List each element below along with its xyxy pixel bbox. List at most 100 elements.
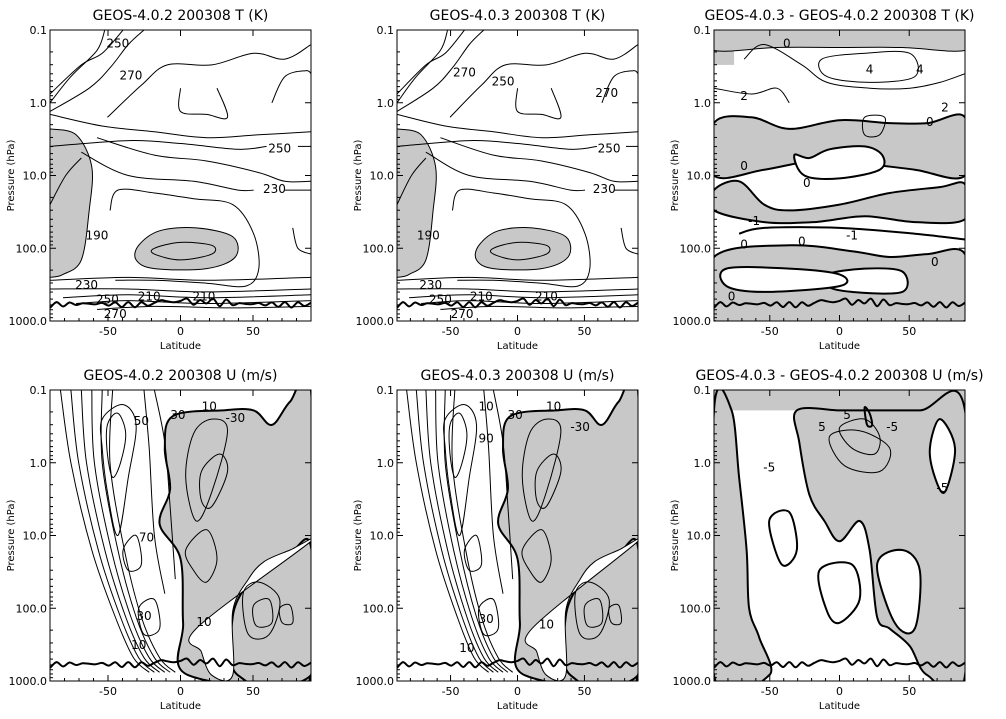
contour-line	[199, 453, 229, 509]
x-tick-label: -50	[99, 325, 117, 338]
contour-line	[521, 529, 552, 583]
contour-field: 50 30 10 -30 70 30 10 10	[50, 390, 311, 681]
x-tick-label: -50	[761, 325, 779, 338]
shaded-region	[474, 227, 572, 271]
y-tick-label: 1000.0	[356, 315, 395, 328]
contour-line	[50, 30, 145, 112]
x-tick-label: 0	[177, 325, 184, 338]
contour-line	[449, 44, 638, 118]
contour-label: 210	[193, 290, 216, 304]
contour-line	[409, 294, 638, 299]
contour-label: 0	[926, 115, 934, 129]
panel-title: GEOS-4.0.3 - GEOS-4.0.2 200308 T (K)	[705, 8, 975, 24]
contour-line	[50, 30, 124, 95]
x-axis-label: Latitude	[497, 341, 538, 352]
y-axis-label: Pressure (hPa)	[670, 140, 681, 212]
y-tick-label: 10.0	[23, 530, 48, 543]
contour-line	[793, 145, 886, 180]
contour-label: 0	[798, 234, 806, 248]
contour-line	[397, 288, 638, 293]
contour-label: 30	[479, 612, 494, 626]
contour-label: 230	[419, 278, 442, 292]
contour-label: 10	[459, 641, 474, 655]
contour-line	[714, 657, 965, 669]
y-tick-label: 0.1	[694, 384, 712, 397]
panel-title: GEOS-4.0.2 200308 T (K)	[93, 8, 269, 24]
contour-line	[81, 151, 254, 192]
contour-line	[397, 157, 427, 205]
y-axis-label: Pressure (hPa)	[353, 500, 364, 572]
contour-label: 5	[843, 408, 851, 422]
contour-line	[435, 390, 504, 673]
contour-label: 2	[740, 89, 748, 103]
x-tick-label: 50	[577, 325, 591, 338]
y-tick-label: 1000.0	[9, 675, 48, 688]
y-tick-label: 10.0	[370, 170, 395, 183]
contour-label: 30	[170, 408, 185, 422]
contour-line	[463, 534, 483, 572]
contour-line	[50, 276, 311, 281]
contour-line	[150, 241, 217, 261]
contour-line	[122, 534, 143, 572]
contour-line	[96, 137, 311, 183]
contour-line	[278, 603, 294, 626]
contour-line	[91, 390, 166, 673]
contour-label: 0	[783, 37, 791, 51]
contour-line	[178, 88, 229, 120]
contour-line	[397, 276, 638, 281]
contour-label: 270	[104, 307, 127, 321]
contour-label: 270	[119, 69, 142, 83]
contour-line	[521, 418, 562, 522]
contour-line	[425, 390, 499, 673]
contour-label: 10	[539, 618, 554, 632]
contour-label: 2	[941, 101, 949, 115]
y-tick-label: 100.0	[680, 602, 712, 615]
x-axis-label: Latitude	[160, 701, 201, 712]
contour-line	[583, 598, 604, 628]
contour-line	[59, 390, 150, 673]
contour-line	[99, 404, 137, 537]
contour-line	[50, 140, 267, 150]
contour-label: 10	[479, 399, 494, 413]
x-tick-label: 0	[836, 685, 843, 698]
contour-label: -1	[846, 229, 858, 243]
x-tick-label: 0	[177, 685, 184, 698]
y-tick-label: 1000.0	[673, 315, 712, 328]
contour-field: 10 30 90 10 -30 30 10 10	[397, 390, 638, 681]
contour-label: 90	[479, 431, 494, 445]
contour-line	[489, 241, 551, 261]
contour-label: 30	[136, 609, 151, 623]
shaded-region	[50, 128, 94, 278]
contour-label: -5	[886, 420, 898, 434]
panel-title: GEOS-4.0.3 - GEOS-4.0.2 200308 U (m/s)	[695, 368, 983, 384]
contour-line	[143, 390, 166, 594]
contour-line	[100, 390, 171, 673]
contour-line	[838, 418, 881, 456]
contour-label: 250	[429, 293, 452, 307]
contour-label: -5	[936, 481, 948, 495]
contour-line	[451, 188, 591, 288]
contour-line	[443, 404, 478, 537]
contour-line	[292, 227, 311, 255]
contour-label: -30	[570, 420, 590, 434]
panel-title: GEOS-4.0.2 200308 U (m/s)	[84, 368, 278, 384]
contour-line	[861, 114, 886, 138]
x-tick-label: -50	[761, 685, 779, 698]
contour-line	[743, 43, 965, 90]
y-tick-label: 1000.0	[356, 675, 395, 688]
contour-label: 5	[818, 420, 826, 434]
contour-label: 0	[931, 255, 939, 269]
x-tick-label: -50	[442, 685, 460, 698]
contour-line	[574, 581, 610, 640]
y-tick-label: 1.0	[377, 457, 395, 470]
contour-label: -5	[763, 461, 775, 475]
contour-label: 0	[728, 290, 736, 304]
contour-line	[524, 538, 638, 681]
panel-title: GEOS-4.0.3 200308 U (m/s)	[421, 368, 615, 384]
shaded-region	[714, 50, 735, 65]
contour-label: -30	[226, 411, 246, 425]
y-tick-label: 1.0	[377, 97, 395, 110]
contour-line	[50, 30, 106, 104]
contour-line	[738, 226, 965, 241]
